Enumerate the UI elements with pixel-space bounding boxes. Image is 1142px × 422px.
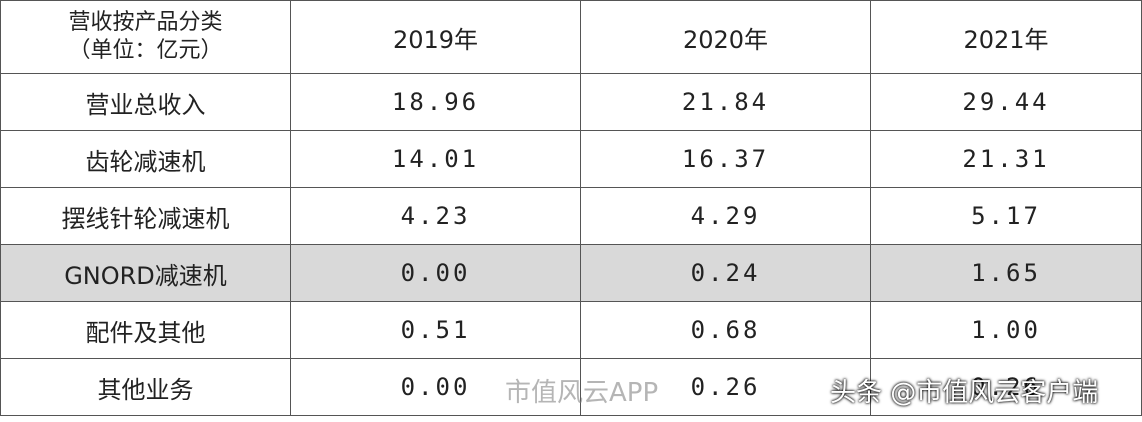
value-cell: 0.51: [290, 301, 581, 359]
value-cell: 4.23: [290, 187, 581, 245]
header-cell: 营收按产品分类 （单位：亿元）: [0, 0, 291, 74]
value-cell: 21.84: [580, 73, 871, 131]
value-cell: 0.26: [580, 358, 871, 416]
toutiao-watermark: 头条 @市值风云客户端: [830, 378, 1099, 408]
header-unit: （单位：亿元）: [68, 38, 223, 63]
value-cell: 5.17: [870, 187, 1142, 245]
value-cell: 1.65: [870, 244, 1142, 302]
value-cell: 0.00: [290, 244, 581, 302]
table-row: 摆线针轮减速机 4.23 4.29 5.17: [0, 187, 1142, 245]
label-cell: 摆线针轮减速机: [0, 187, 291, 245]
value-cell: 0.26: [870, 358, 1142, 416]
table-row: 其他业务 0.00 0.26 0.26: [0, 358, 1142, 416]
label-cell: 营业总收入: [0, 73, 291, 131]
value-cell: 18.96: [290, 73, 581, 131]
table-row: 配件及其他 0.51 0.68 1.00: [0, 301, 1142, 359]
header-row: 营收按产品分类 （单位：亿元） 2019年 2020年 2021年: [0, 0, 1142, 74]
header-cell: 2019年: [290, 0, 581, 74]
value-cell: 14.01: [290, 130, 581, 188]
value-cell: 21.31: [870, 130, 1142, 188]
header-text: 营收按产品分类: [68, 10, 223, 35]
label-cell: 配件及其他: [0, 301, 291, 359]
value-cell: 0.24: [580, 244, 871, 302]
value-cell: 4.29: [580, 187, 871, 245]
value-cell: 29.44: [870, 73, 1142, 131]
label-cell: 齿轮减速机: [0, 130, 291, 188]
weibo-watermark: 市值风云APP: [505, 378, 659, 408]
value-cell: 16.37: [580, 130, 871, 188]
value-cell: 0.00: [290, 358, 581, 416]
table-row: 营业总收入 18.96 21.84 29.44: [0, 73, 1142, 131]
value-cell: 1.00: [870, 301, 1142, 359]
header-cell: 2021年: [870, 0, 1142, 74]
table-row: 齿轮减速机 14.01 16.37 21.31: [0, 130, 1142, 188]
header-cell: 2020年: [580, 0, 871, 74]
value-cell: 0.68: [580, 301, 871, 359]
table-row: GNORD减速机 0.00 0.24 1.65: [0, 244, 1142, 302]
label-cell: GNORD减速机: [0, 244, 291, 302]
label-cell: 其他业务: [0, 358, 291, 416]
